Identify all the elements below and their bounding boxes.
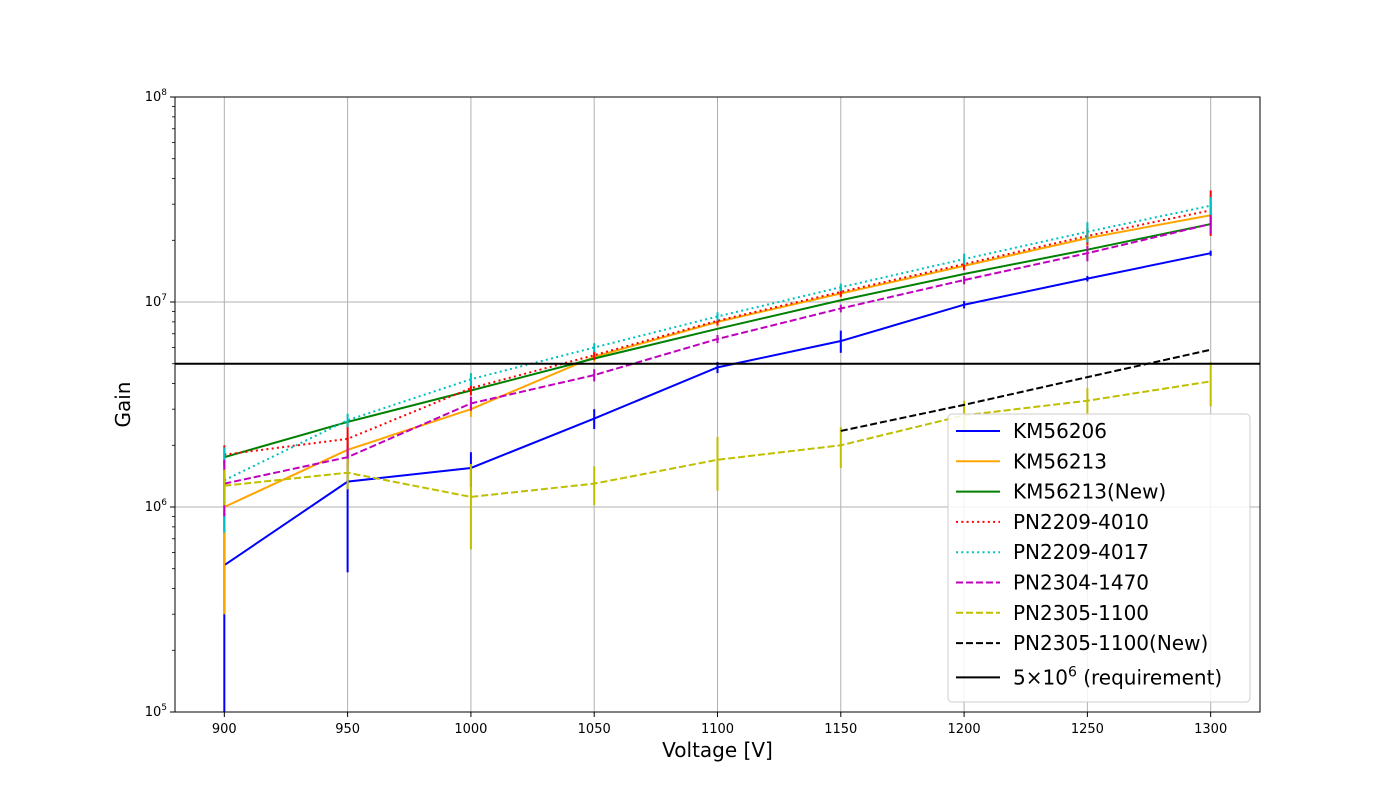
x-tick-label: 1000	[454, 722, 487, 737]
series-line-KM56213(New)	[224, 223, 1211, 459]
legend-label: 5×106 (requirement)	[1013, 664, 1222, 689]
x-tick-label: 1100	[701, 722, 734, 737]
legend-label: PN2305-1100	[1013, 601, 1149, 625]
series-line-PN2305-1100	[224, 380, 1211, 498]
y-axis-label: Gain	[111, 382, 135, 428]
series-layer	[223, 190, 1212, 712]
legend-label: PN2209-4010	[1013, 510, 1149, 534]
legend: KM56206 KM56213 KM56213(New) PN2209-4010 PN2…	[947, 413, 1251, 703]
x-tick-label: 1150	[824, 722, 857, 737]
x-axis-label: Voltage [V]	[662, 738, 773, 762]
legend-label: KM56206	[1013, 419, 1107, 443]
axes: 900 950 1000 1050 1100 1150 1200 1250 1300 105 106…	[145, 88, 1228, 737]
y-tick-label: 107	[145, 293, 167, 310]
x-tick-label: 1250	[1071, 722, 1104, 737]
x-tick-label: 1050	[578, 722, 611, 737]
y-tick-label: 106	[145, 498, 168, 515]
x-tick-label: 1300	[1194, 722, 1227, 737]
x-tick-label: 950	[335, 722, 360, 737]
x-tick-label: 1200	[948, 722, 981, 737]
y-tick-label: 108	[145, 88, 168, 105]
x-tick-label: 900	[212, 722, 237, 737]
legend-label: PN2305-1100(New)	[1013, 631, 1208, 655]
y-tick-label: 105	[145, 703, 167, 720]
legend-label: KM56213	[1013, 449, 1107, 473]
series-line-PN2209-4017	[223, 204, 1211, 482]
legend-label: PN2304-1470	[1013, 571, 1149, 595]
legend-box	[947, 413, 1251, 703]
legend-label: KM56213(New)	[1013, 480, 1166, 504]
legend-label: PN2209-4017	[1013, 540, 1149, 564]
